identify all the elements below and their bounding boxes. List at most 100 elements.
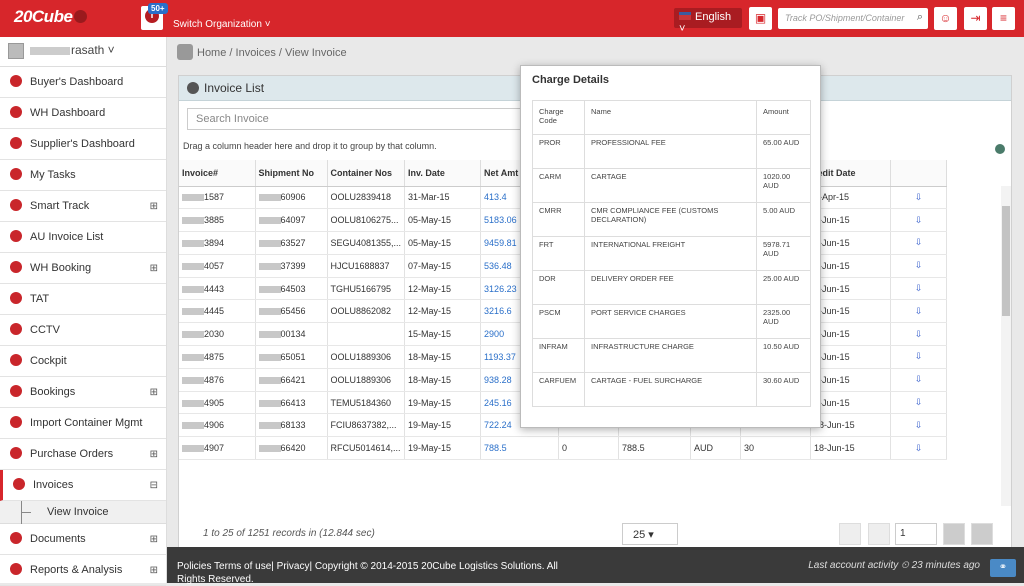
page-size-select[interactable]: 25 ▾ (622, 523, 678, 545)
language-select[interactable]: English ˅ (674, 8, 742, 35)
sidebar-item[interactable]: CCTV (0, 315, 166, 346)
cell-text: 68133 (280, 420, 306, 431)
sidebar-item[interactable]: Invoices ⊟ (0, 470, 166, 501)
download-icon[interactable]: ⇩ (890, 208, 948, 233)
charge-details-popup: Charge Details Charge Code Name Amount P… (520, 65, 821, 428)
download-icon[interactable]: ⇩ (890, 391, 948, 415)
user-menu[interactable]: rasath ˅ (0, 37, 166, 67)
cell-text: 66413 (280, 397, 306, 408)
page-number-input[interactable]: 1 (895, 523, 937, 545)
next-page-button[interactable] (943, 523, 965, 545)
first-page-button[interactable] (839, 523, 861, 545)
footer-links[interactable]: Policies Terms of use| Privacy| Copyrigh… (177, 561, 558, 585)
expand-icon[interactable]: ⊟ (149, 480, 158, 491)
sidebar-item[interactable]: WH Booking ⊞ (0, 253, 166, 284)
sidebar-item[interactable]: Purchase Orders ⊞ (0, 439, 166, 470)
search-icon[interactable]: ⌕ (916, 11, 923, 23)
cell-text: 1-Jun-15 (814, 306, 850, 317)
grid-cell-date: 12-May-15 (404, 299, 482, 324)
switch-organization-menu[interactable]: Switch Organization ˅ (173, 19, 271, 30)
cell-text: 4875 (204, 351, 225, 362)
sidebar-item[interactable]: Import Container Mgmt (0, 408, 166, 439)
grid-cell-cr: 7-Jun-15 (810, 368, 892, 392)
redacted-value (182, 422, 204, 430)
sidebar-item[interactable]: TAT (0, 284, 166, 315)
grid-cell-cont: TGHU5166795 (327, 277, 406, 301)
grid-col-header[interactable]: Container Nos (327, 160, 406, 187)
sidebar-item[interactable]: Supplier's Dashboard (0, 129, 166, 160)
grid-col-header[interactable]: Invoice# (179, 160, 256, 187)
search-invoice-input[interactable]: Search Invoice (187, 108, 527, 130)
sidebar-item[interactable]: Bookings ⊞ (0, 377, 166, 408)
scrollbar-thumb[interactable] (1002, 206, 1010, 316)
logo[interactable]: 20Cube (14, 7, 88, 27)
panel-title: Invoice List (204, 81, 265, 95)
grid-cell-cont: OOLU8862082 (327, 299, 406, 324)
download-icon[interactable]: ⇩ (890, 436, 948, 461)
grid-cell-date: 07-May-15 (404, 254, 482, 278)
cell-text: 19-May-15 (408, 443, 452, 454)
group-drop-area[interactable]: Drag a column header here and drop it to… (183, 141, 437, 151)
breadcrumb-home[interactable]: Home (197, 47, 227, 59)
track-search-input[interactable]: Track PO/Shipment/Container ⌕ (778, 8, 928, 29)
charge-name: INTERNATIONAL FREIGHT (584, 236, 757, 271)
download-icon[interactable]: ⇩ (890, 299, 948, 324)
sidebar-item[interactable]: Buyer's Dashboard (0, 67, 166, 98)
grid-scrollbar[interactable] (1001, 186, 1011, 506)
sidebar-item[interactable]: My Tasks (0, 160, 166, 191)
grid-col-header[interactable]: Shipment No (255, 160, 328, 187)
menu-icon[interactable]: ≡ (992, 7, 1015, 30)
sidebar-item[interactable]: AU Invoice List (0, 222, 166, 253)
expand-icon[interactable]: ⊞ (149, 534, 158, 545)
breadcrumb-invoices[interactable]: Invoices (235, 47, 276, 59)
grid-cell-date: 05-May-15 (404, 231, 482, 255)
sidebar-item[interactable]: WH Dashboard (0, 98, 166, 129)
download-icon[interactable]: ⇩ (890, 231, 948, 255)
chart-icon (10, 563, 22, 575)
grid-cell-inv: 4875 (179, 345, 256, 369)
expand-icon[interactable]: ⊞ (149, 387, 158, 398)
download-icon[interactable]: ⇩ (890, 254, 948, 278)
sidebar-item[interactable]: Smart Track ⊞ (0, 191, 166, 222)
cell-text: 1-Jun-15 (814, 283, 850, 294)
expand-icon[interactable]: ⊞ (149, 449, 158, 460)
grid-col-header[interactable]: Inv. Date (404, 160, 482, 187)
expand-icon[interactable]: ⊞ (149, 201, 158, 212)
cell-text: 722.24 (484, 420, 512, 431)
sidebar-item[interactable]: Reports & Analysis ⊞ (0, 555, 166, 586)
column-settings-icon[interactable] (995, 144, 1005, 154)
last-page-button[interactable] (971, 523, 993, 545)
redacted-value (182, 445, 204, 453)
download-icon[interactable]: ⇩ (890, 322, 948, 347)
prev-page-button[interactable] (868, 523, 890, 545)
camera-icon (10, 323, 22, 335)
sidebar-item[interactable]: Cockpit (0, 346, 166, 377)
download-icon[interactable]: ⇩ (890, 277, 948, 301)
logout-icon[interactable]: ⇥ (964, 7, 987, 30)
sidebar-subitem-view-invoice[interactable]: View Invoice (0, 501, 166, 524)
redacted-value (258, 376, 281, 384)
grid-col-header[interactable]: redit Date (810, 160, 892, 187)
home-icon[interactable] (177, 44, 193, 60)
link-toggle-icon[interactable]: ⚭ (990, 559, 1016, 577)
download-icon[interactable]: ⇩ (890, 186, 948, 210)
grid-col-header[interactable] (890, 160, 948, 187)
pie-chart-icon (10, 75, 22, 87)
sidebar-item-label: Reports & Analysis (30, 564, 123, 576)
cell-text: 3885 (204, 215, 225, 226)
monitor-icon[interactable]: ▣ (749, 7, 772, 30)
sidebar-item[interactable]: Documents ⊞ (0, 524, 166, 555)
expand-icon[interactable]: ⊞ (149, 263, 158, 274)
sidebar-item-label: Bookings (30, 386, 76, 398)
download-icon[interactable]: ⇩ (890, 345, 948, 369)
grid-cell-amt[interactable]: 788.5 (480, 436, 560, 461)
table-row[interactable]: 4907 66420 RFCU5014614,... 19-May-15 788.5 0 7… (179, 436, 948, 461)
grid-cell-inv: 4907 (179, 436, 256, 461)
download-icon[interactable]: ⇩ (890, 368, 948, 392)
redacted-value (258, 445, 281, 453)
records-summary: 1 to 25 of 1251 records in (12.844 sec) (203, 528, 375, 539)
expand-icon[interactable]: ⊞ (149, 565, 158, 576)
download-icon[interactable]: ⇩ (890, 413, 948, 438)
support-agent-icon[interactable]: ☺ (934, 7, 957, 30)
charge-name: CMR COMPLIANCE FEE (CUSTOMS DECLARATION) (584, 202, 757, 237)
